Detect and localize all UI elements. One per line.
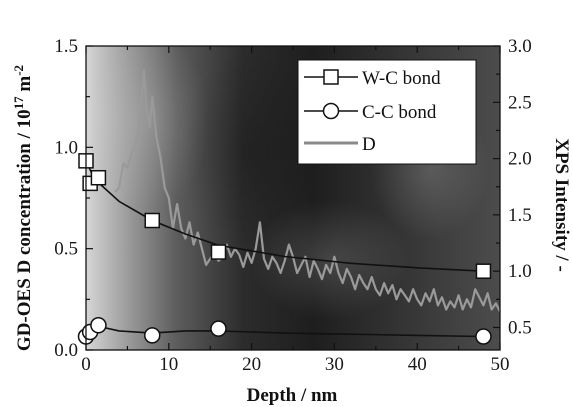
y-right-tick-label: 2.0	[508, 149, 532, 170]
x-tick-label: 50	[491, 354, 510, 375]
y-axis-title-left-exponent: 17	[11, 96, 26, 110]
legend-marker-square	[323, 69, 339, 85]
y-axis-title-left: GD-OES D concentration / 1017 m-2	[11, 65, 35, 351]
x-tick-label: 30	[325, 354, 344, 375]
x-tick-label: 0	[81, 354, 91, 375]
y-right-tick-label: 1.5	[508, 205, 532, 226]
y-left-tick-label: 1.0	[54, 137, 78, 158]
marker-w-c-bond-5	[475, 263, 492, 279]
axes: 0 10 20 30 40 50 0.0 0.5 1.0 1.5 0.5 1.0 1.5 2.0 2.5 3.…	[54, 36, 532, 375]
x-axis-title: Depth / nm	[247, 385, 338, 406]
y-axis-title-left-unit-exponent: -2	[11, 65, 26, 76]
series-line-c-c-bond	[85, 325, 484, 338]
legend-item-c-c-bond: C-C bond	[304, 102, 437, 123]
y-right-tick-label: 2.5	[508, 92, 532, 113]
legend-label-d: D	[362, 134, 376, 155]
legend-label-w-c-bond: W-C bond	[362, 68, 441, 89]
y-left-tick-label: 0.5	[54, 239, 78, 260]
x-tick-label: 40	[408, 354, 427, 375]
marker-w-c-bond-3	[144, 212, 160, 229]
y-left-tick-label: 1.5	[54, 36, 78, 57]
y-axis-title-left-main: GD-OES D concentration / 10	[14, 109, 35, 351]
marker-c-c-bond-5	[475, 328, 492, 345]
y-axis-title-right: XPS Intensity / -	[551, 138, 572, 272]
series-line-d	[114, 69, 501, 312]
legend-marker-circle	[322, 102, 340, 120]
legend-label-c-c-bond: C-C bond	[362, 102, 437, 123]
x-tick-label: 10	[159, 354, 178, 375]
marker-c-c-bond-4	[210, 320, 227, 337]
x-tick-label: 20	[242, 354, 261, 375]
y-left-tick-label: 0.0	[54, 340, 78, 361]
legend-item-w-c-bond: W-C bond	[304, 68, 441, 89]
marker-c-c-bond-3	[143, 327, 161, 344]
series-line-w-c-bond	[85, 160, 484, 272]
legend: W-C bond C-C bond D	[297, 59, 477, 165]
legend-item-d: D	[304, 134, 376, 155]
y-right-tick-label: 1.0	[508, 261, 532, 282]
y-right-tick-label: 3.0	[508, 36, 532, 57]
y-right-tick-label: 0.5	[508, 317, 532, 338]
series-layer	[77, 69, 501, 345]
y-axis-title-left-unit: m	[14, 76, 35, 97]
marker-w-c-bond-2	[90, 169, 107, 186]
marker-w-c-bond-4	[210, 244, 227, 260]
marker-c-c-bond-2	[90, 316, 107, 334]
